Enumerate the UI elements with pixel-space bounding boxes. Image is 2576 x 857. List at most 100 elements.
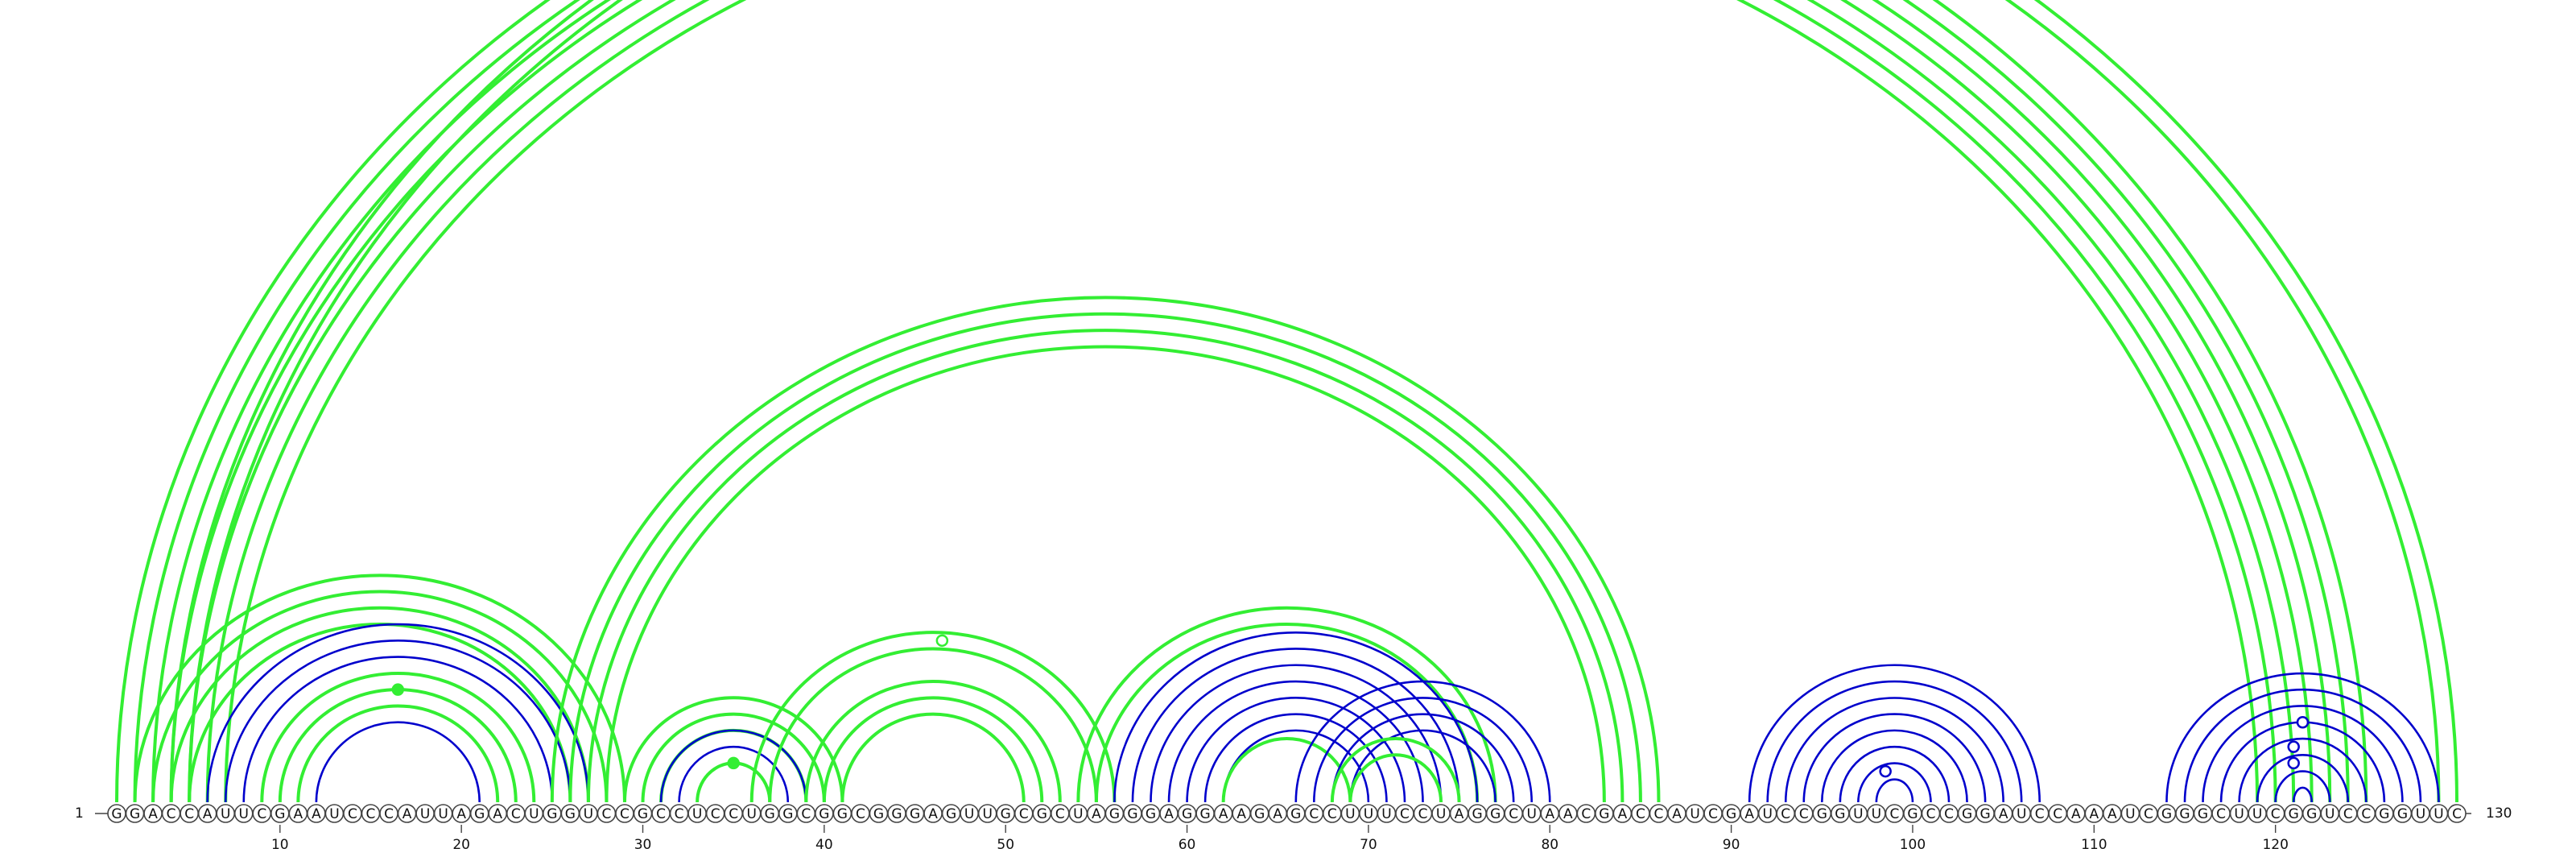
arc-blue-118-125 (2238, 737, 2368, 803)
nucleotide: U (216, 804, 236, 823)
arc-blue-8-25 (242, 656, 554, 803)
nucleotide: A (1268, 804, 1288, 823)
nucleotide: C (1051, 804, 1070, 823)
nucleotide: U (1848, 804, 1868, 823)
nucleotide-letter: G (130, 806, 140, 822)
nucleotide: A (1993, 804, 2013, 823)
arc-blue-68-78 (1331, 713, 1515, 803)
nucleotide-letter: G (1472, 806, 1483, 822)
nucleotide-letter: U (1853, 806, 1863, 822)
nucleotide: C (2211, 804, 2231, 823)
nucleotide: G (905, 804, 925, 823)
arc-green-39-53 (804, 680, 1062, 803)
ticks-layer: 10 20 30 40 50 60 70 80 90 100 110 120 (271, 825, 2289, 853)
arc-green-36-56 (749, 631, 1117, 803)
nucleotide-letter: C (1327, 806, 1337, 822)
nucleotide-letter: G (1127, 806, 1137, 822)
nucleotide: G (1286, 804, 1306, 823)
nucleotide: G (270, 804, 290, 823)
arc-blue-117-126 (2219, 721, 2386, 803)
nucleotide: A (1612, 804, 1633, 823)
nucleotide-letter: U (221, 806, 230, 822)
marker-97-100 (1879, 764, 1892, 778)
nucleotide-letter: C (656, 806, 666, 822)
arc-blue-32-38 (678, 745, 790, 803)
arc-green-41-51 (840, 712, 1026, 803)
nucleotide-letter: A (1999, 806, 2008, 822)
nucleotide: G (1468, 804, 1487, 823)
arc-green-5-121 (188, 0, 2296, 803)
nucleotide: G (941, 804, 961, 823)
nucleotide-letter: C (1636, 806, 1645, 822)
nucleotide-letter: G (1290, 806, 1301, 822)
nucleotide-letter: G (1962, 806, 1972, 822)
nucleotide-letter: C (2343, 806, 2353, 822)
nucleotide-letter: U (746, 806, 756, 822)
nucleotide: A (1558, 804, 1578, 823)
nucleotide: A (923, 804, 943, 823)
nucleotide: G (1595, 804, 1614, 823)
nucleotide: U (324, 804, 345, 823)
nucleotide-letter: U (2416, 806, 2425, 822)
nucleotide-letter: C (1781, 806, 1790, 822)
nucleotide-letter: G (2161, 806, 2172, 822)
nucleotide-letter: G (2379, 806, 2389, 822)
nucleotide-letter: C (1055, 806, 1065, 822)
nucleotide-letter: C (1926, 806, 1936, 822)
nucleotide-letter: G (275, 806, 285, 822)
nucleotide: G (1177, 804, 1197, 823)
nucleotide-letter: G (1907, 806, 1918, 822)
nucleotide-letter: C (1581, 806, 1591, 822)
nucleotide: G (2375, 804, 2394, 823)
arc-green-7-119 (224, 0, 2260, 803)
nucleotide: U (2012, 804, 2031, 823)
nucleotide-letter: C (1509, 806, 1518, 822)
nucleotide: U (415, 804, 435, 823)
nucleotide: U (1431, 804, 1451, 823)
arc-blue-95-103 (1820, 729, 1968, 803)
nucleotide: U (1521, 804, 1542, 823)
nucleotide: U (977, 804, 997, 823)
nucleotide-letter: C (1418, 806, 1428, 822)
tick-label: 110 (2081, 837, 2107, 853)
nucleotide-letter: U (420, 806, 430, 822)
nucleotide-letter: G (1146, 806, 1156, 822)
nucleotide-letter: U (2017, 806, 2026, 822)
nucleotide-letter: U (1381, 806, 1391, 822)
nucleotide-letter: C (1889, 806, 1899, 822)
nucleotide: G (469, 804, 489, 823)
tick-label: 10 (271, 837, 289, 853)
nucleotide: A (1232, 804, 1251, 823)
nucleotide-letter: G (474, 806, 485, 822)
nucleotide-letter: C (1708, 806, 1718, 822)
arc-blue-59-73 (1167, 680, 1424, 803)
nucleotide-letter: C (1944, 806, 1954, 822)
nucleotide: U (687, 804, 707, 823)
arc-green-28-83 (605, 345, 1606, 803)
nucleotide-letter: G (873, 806, 884, 822)
arc-green-9-24 (260, 671, 536, 803)
nucleotide: U (2229, 804, 2249, 823)
nucleotide-letter: C (1019, 806, 1029, 822)
nucleotide-letter: C (511, 806, 521, 822)
nucleotide: G (815, 804, 834, 823)
nucleotide-letter: A (1092, 806, 1101, 822)
nucleotide-letter: A (1563, 806, 1573, 822)
nucleotide: C (724, 804, 743, 823)
nucleotide-letter: C (2053, 806, 2062, 822)
nucleotide: C (615, 804, 634, 823)
nucleotide: U (1068, 804, 1088, 823)
arc-blue-58-74 (1150, 664, 1443, 803)
arc-blue-97-101 (1857, 762, 1932, 803)
nucleotide: C (1631, 804, 1650, 823)
nucleotide: A (397, 804, 417, 823)
nucleotide-letter: C (366, 806, 376, 822)
nucleotide: A (1667, 804, 1686, 823)
nucleotide-letter: G (837, 806, 848, 822)
nucleotide: U (524, 804, 544, 823)
nucleotide-letter: A (1273, 806, 1282, 822)
arc-blue-7-26 (224, 640, 572, 803)
nucleotide: G (1104, 804, 1125, 823)
nucleotide-letter: U (1073, 806, 1083, 822)
nucleotide-letter: A (148, 806, 158, 822)
